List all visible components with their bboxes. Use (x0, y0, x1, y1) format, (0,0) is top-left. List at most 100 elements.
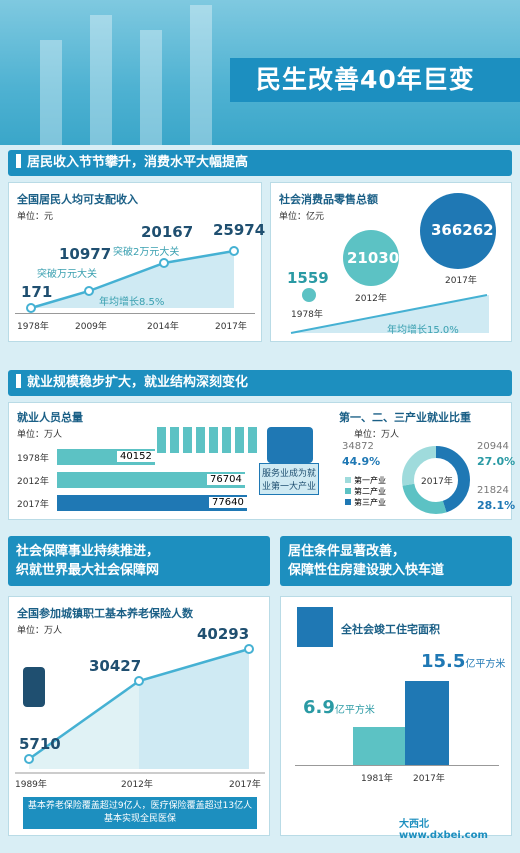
retail-growth: 年均增长15.0% (387, 325, 459, 336)
pension-line-chart (15, 644, 265, 774)
legend-secondary: 第二产业 (354, 487, 386, 496)
worker-icon (267, 427, 313, 463)
section1-title: 居民收入节节攀升，消费水平大幅提高 (27, 155, 249, 170)
industry-title: 第一、二、三产业就业比重 (339, 411, 471, 424)
pension-footer: 基本养老保险覆盖超过9亿人，医疗保险覆盖超过13亿人 基本实现全民医保 (23, 797, 257, 829)
people-icon (157, 427, 257, 453)
section1-header: 居民收入节节攀升，消费水平大幅提高 (8, 150, 512, 176)
housing-v1-unit: 亿平方米 (334, 705, 375, 716)
employment-value: 77640 (209, 497, 247, 508)
pension-value-1989: 5710 (19, 735, 61, 753)
pension-year: 2017年 (229, 780, 261, 790)
section3-title-line1: 社会保障事业持续推进， (16, 544, 160, 559)
pension-point (134, 676, 144, 686)
employment-year: 2017年 (17, 500, 49, 510)
pension-card: 全国参加城镇职工基本养老保险人数 单位：万人 5710 30427 40293 … (8, 596, 270, 836)
housing-bar-2017 (405, 681, 449, 765)
pension-value-2017: 40293 (197, 625, 250, 643)
retail-year: 1978年 (291, 310, 323, 320)
employment-card: 就业人员总量 单位：万人 1978年 40152 2012年 76704 201… (8, 402, 516, 520)
legend-tertiary: 第三产业 (354, 498, 386, 507)
housing-year: 2017年 (413, 774, 445, 784)
income-line-chart (26, 246, 239, 313)
section2-title: 就业规模稳步扩大，就业结构深刻变化 (27, 375, 249, 390)
pension-value-2012: 30427 (89, 657, 142, 675)
housing-v2-unit: 亿平方米 (465, 659, 506, 670)
income-point (26, 303, 36, 313)
section3-title-line2: 织就世界最大社会保障网 (16, 563, 160, 578)
income-value-1978: 171 (21, 283, 53, 301)
income-year: 2017年 (215, 322, 247, 332)
income-point (229, 246, 239, 256)
income-card: 全国居民人均可支配收入 单位：元 171 10977 20167 25974 突… (8, 182, 266, 342)
industry-donut (402, 446, 470, 514)
income-growth: 年均增长8.5% (99, 297, 165, 308)
housing-value-1981: 6.9亿平方米 (303, 697, 375, 718)
income-value-2014: 20167 (141, 223, 194, 241)
retail-bubble-2012 (343, 230, 399, 286)
income-year: 2009年 (75, 322, 107, 332)
section2-header: 就业规模稳步扩大，就业结构深刻变化 (8, 370, 512, 396)
retail-bubbles (290, 193, 496, 334)
page-title: 民生改善40年巨变 (230, 58, 520, 102)
housing-bar-1981 (353, 727, 409, 765)
retail-value-2017: 366262 (431, 221, 494, 239)
section3-header: 社会保障事业持续推进， 织就世界最大社会保障网 (8, 536, 270, 586)
retail-bubble-2017 (420, 193, 496, 269)
header-bar (16, 374, 21, 388)
income-note-2: 突破2万元大关 (113, 247, 180, 258)
pension-unit: 单位：万人 (17, 626, 63, 636)
legend-primary: 第一产业 (354, 476, 386, 485)
pension-title: 全国参加城镇职工基本养老保险人数 (17, 607, 193, 620)
pension-point (24, 754, 34, 764)
pension-year: 2012年 (121, 780, 153, 790)
building-icon (297, 607, 333, 647)
primary-value: 20944 (477, 441, 509, 452)
tertiary-value: 34872 (342, 441, 374, 452)
hero-banner: 民生改善40年巨变 (0, 0, 520, 145)
income-unit: 单位：元 (17, 212, 54, 222)
retail-bubble-1978 (302, 288, 316, 302)
retail-year: 2012年 (355, 294, 387, 304)
housing-card: 全社会竣工住宅面积 6.9亿平方米 15.5亿平方米 1981年 2017年 大… (280, 596, 512, 841)
arrow-decoration (90, 15, 112, 145)
retail-unit: 单位：亿元 (279, 212, 325, 222)
elderly-icon (23, 667, 45, 707)
arrow-decoration (190, 5, 212, 145)
housing-title: 全社会竣工住宅面积 (341, 623, 440, 636)
secondary-value: 21824 (477, 485, 509, 496)
section4-title-line1: 居住条件显著改善， (288, 544, 406, 559)
pension-footer-line1: 基本养老保险覆盖超过9亿人，医疗保险覆盖超过13亿人 (27, 801, 253, 811)
employment-year: 2012年 (17, 477, 49, 487)
employment-title: 就业人员总量 (17, 411, 83, 424)
secondary-pct: 28.1% (477, 499, 516, 512)
section4-title-line2: 保障性住房建设驶入快车道 (288, 563, 445, 578)
section4-header: 居住条件显著改善， 保障性住房建设驶入快车道 (280, 536, 512, 586)
pension-footer-line2: 基本实现全民医保 (103, 814, 176, 824)
retail-year: 2017年 (445, 276, 477, 286)
industry-unit: 单位：万人 (354, 430, 400, 440)
housing-axis (295, 765, 499, 766)
retail-value-2012: 210307 (347, 249, 410, 267)
employment-bar-2012 (57, 472, 245, 488)
retail-card: 社会消费品零售总额 单位：亿元 1559 210307 366262 1978年… (270, 182, 512, 342)
income-point (159, 258, 169, 268)
header-bar (16, 154, 21, 168)
income-title: 全国居民人均可支配收入 (17, 193, 138, 206)
income-value-2009: 10977 (59, 245, 112, 263)
income-year: 1978年 (17, 322, 49, 332)
retail-value-1978: 1559 (287, 269, 329, 287)
pension-year: 1989年 (15, 780, 47, 790)
employment-value: 76704 (207, 474, 245, 485)
employment-value: 40152 (117, 451, 155, 462)
income-value-2017: 25974 (213, 221, 266, 239)
primary-pct: 27.0% (477, 455, 516, 468)
housing-value-2017: 15.5亿平方米 (421, 651, 505, 672)
income-point (84, 286, 94, 296)
retail-title: 社会消费品零售总额 (279, 193, 378, 206)
housing-year: 1981年 (361, 774, 393, 784)
income-note-1: 突破万元大关 (37, 269, 97, 280)
industry-center-label: 2017年 (421, 477, 453, 487)
pension-point (244, 644, 254, 654)
housing-v2: 15.5 (421, 651, 466, 672)
